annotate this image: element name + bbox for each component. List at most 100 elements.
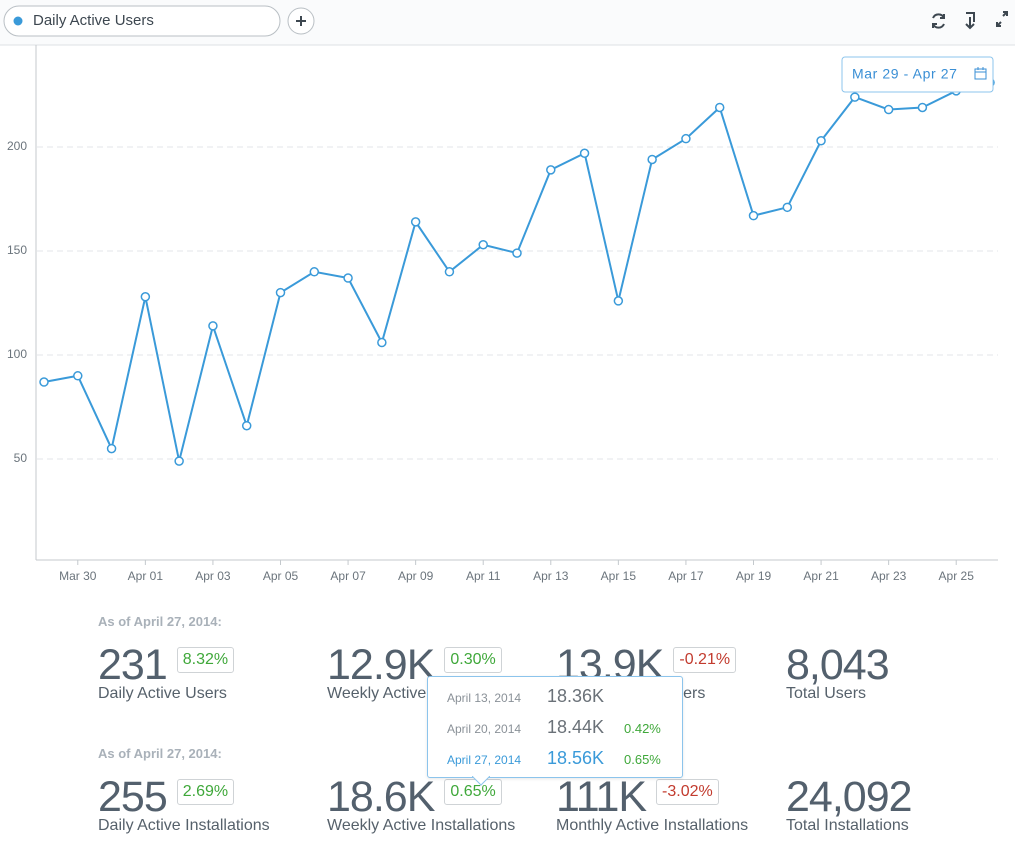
- refresh-icon[interactable]: [932, 13, 945, 29]
- tooltip-value: 18.56K: [547, 748, 605, 768]
- data-point: [39, 377, 49, 387]
- chart: Daily Active Users 50 100 150 200 Mar 30 Apr …: [0, 5, 1015, 584]
- date-range-label: Mar 29 - Apr 27: [852, 66, 958, 82]
- stat-label: Daily Active Users: [98, 685, 227, 702]
- stat-value: 8,043: [786, 641, 890, 689]
- stat-change: 2.69%: [176, 779, 235, 805]
- data-point: [917, 102, 928, 113]
- data-point: [444, 267, 455, 277]
- tooltip-change: 0.42%: [624, 721, 661, 736]
- data-point: [883, 104, 894, 115]
- stat-change: 0.30%: [444, 647, 502, 673]
- stat-row: 255 2.69%: [98, 774, 270, 820]
- stat: 231 8.32% Daily Active Users: [98, 641, 235, 704]
- x-tick-label: Apr 05: [263, 569, 299, 583]
- tooltip-row: April 13, 2014 18.36K: [428, 683, 682, 713]
- data-point: [782, 202, 793, 213]
- data-point: [512, 248, 522, 258]
- stat-value: 231: [98, 641, 168, 689]
- legend-label: Daily Active Users: [33, 12, 154, 29]
- x-tick-label: Apr 23: [871, 569, 907, 583]
- stat-value: 24,092: [786, 773, 913, 821]
- data-point: [73, 371, 83, 381]
- stat-value: 111K: [556, 773, 647, 821]
- stat: 111K -3.02% Monthly Active Installations: [556, 774, 748, 836]
- tooltip-date: April 20, 2014: [447, 722, 522, 736]
- tooltip-value: 18.44K: [547, 717, 605, 737]
- data-point: [275, 287, 286, 298]
- stat-change: -3.02%: [656, 779, 719, 805]
- add-button[interactable]: [287, 7, 315, 35]
- expand-icon[interactable]: [996, 11, 1008, 27]
- stat: 18.6K 0.65% Weekly Active Installations: [327, 774, 515, 836]
- stat-row: 111K -3.02%: [556, 774, 748, 820]
- data-point: [681, 133, 691, 144]
- x-tick-label: Apr 19: [736, 569, 772, 583]
- tooltip: April 13, 2014 18.36K April 20, 2014 18.44K…: [427, 676, 683, 786]
- x-tick-label: Apr 07: [330, 569, 366, 583]
- tooltip-date: April 27, 2014: [447, 753, 522, 767]
- x-tick-label: Apr 15: [601, 569, 637, 583]
- stat-row: 8,043: [786, 641, 890, 689]
- stat: 24,092 Total Installations: [786, 773, 913, 836]
- stat-row: 231 8.32%: [98, 641, 235, 689]
- metric-selector[interactable]: [3, 5, 281, 37]
- stat: 8,043 Total Users: [786, 641, 890, 704]
- x-tick-label: Apr 03: [195, 569, 231, 583]
- stat-value: 255: [98, 773, 168, 821]
- x-tick-label: Apr 21: [803, 569, 839, 583]
- section-heading: As of April 27, 2014:: [98, 746, 222, 761]
- data-point: [343, 273, 353, 283]
- tooltip-value: 18.36K: [547, 686, 605, 706]
- tooltip-arrow: [472, 776, 490, 786]
- legend-dot: [13, 16, 23, 26]
- data-point: [309, 267, 320, 277]
- data-point: [546, 165, 556, 175]
- x-tick-label: Mar 30: [59, 569, 97, 583]
- tooltip-change: 0.65%: [624, 752, 661, 767]
- stat: 255 2.69% Daily Active Installations: [98, 774, 270, 836]
- stat-label: Monthly Active Installations: [556, 817, 749, 834]
- stat-value: 18.6K: [327, 773, 435, 821]
- stat-row: 24,092: [786, 773, 913, 821]
- tooltip-date: April 13, 2014: [447, 691, 522, 705]
- stat-value: 12.9K: [327, 641, 435, 689]
- data-point: [241, 420, 252, 431]
- x-tick-label: Apr 01: [128, 569, 164, 583]
- y-tick-label: 100: [7, 347, 27, 361]
- stat-row: 18.6K 0.65%: [327, 774, 515, 820]
- x-tick-label: Apr 17: [668, 569, 704, 583]
- data-point: [478, 240, 488, 250]
- export-icon[interactable]: [965, 12, 975, 30]
- y-tick-label: 200: [7, 139, 27, 153]
- section-heading: As of April 27, 2014:: [98, 614, 222, 629]
- data-point: [140, 292, 151, 302]
- date-range[interactable]: Mar 29 - Apr 27: [841, 56, 994, 93]
- stat-change: -0.21%: [673, 647, 737, 673]
- data-point: [208, 321, 218, 331]
- stat-label: Total Users: [786, 685, 867, 702]
- tooltip-row: April 27, 2014 18.56K 0.65%: [428, 745, 682, 775]
- data-point: [647, 154, 657, 165]
- data-point: [174, 456, 184, 466]
- x-tick-label: Apr 09: [398, 569, 434, 583]
- y-tick-label: 150: [7, 243, 27, 257]
- x-tick-label: Apr 13: [533, 569, 569, 583]
- stat-label: Weekly Active Installations: [327, 817, 516, 834]
- stat-row: 12.9K 0.30%: [327, 642, 502, 688]
- stat-label: Daily Active Installations: [98, 817, 270, 834]
- data-point: [816, 136, 826, 146]
- data-point: [579, 148, 590, 158]
- data-point: [613, 296, 624, 306]
- data-point: [377, 337, 387, 348]
- series-line: [43, 81, 991, 462]
- stat-change: 8.32%: [176, 647, 235, 673]
- stat-change: 0.65%: [444, 779, 502, 805]
- data-point: [850, 92, 860, 102]
- stat-label: Total Installations: [786, 817, 909, 834]
- data-point: [714, 102, 725, 113]
- y-tick-label: 50: [14, 451, 28, 465]
- x-tick-label: Apr 11: [466, 569, 501, 583]
- tooltip-row: April 20, 2014 18.44K 0.42%: [428, 714, 682, 744]
